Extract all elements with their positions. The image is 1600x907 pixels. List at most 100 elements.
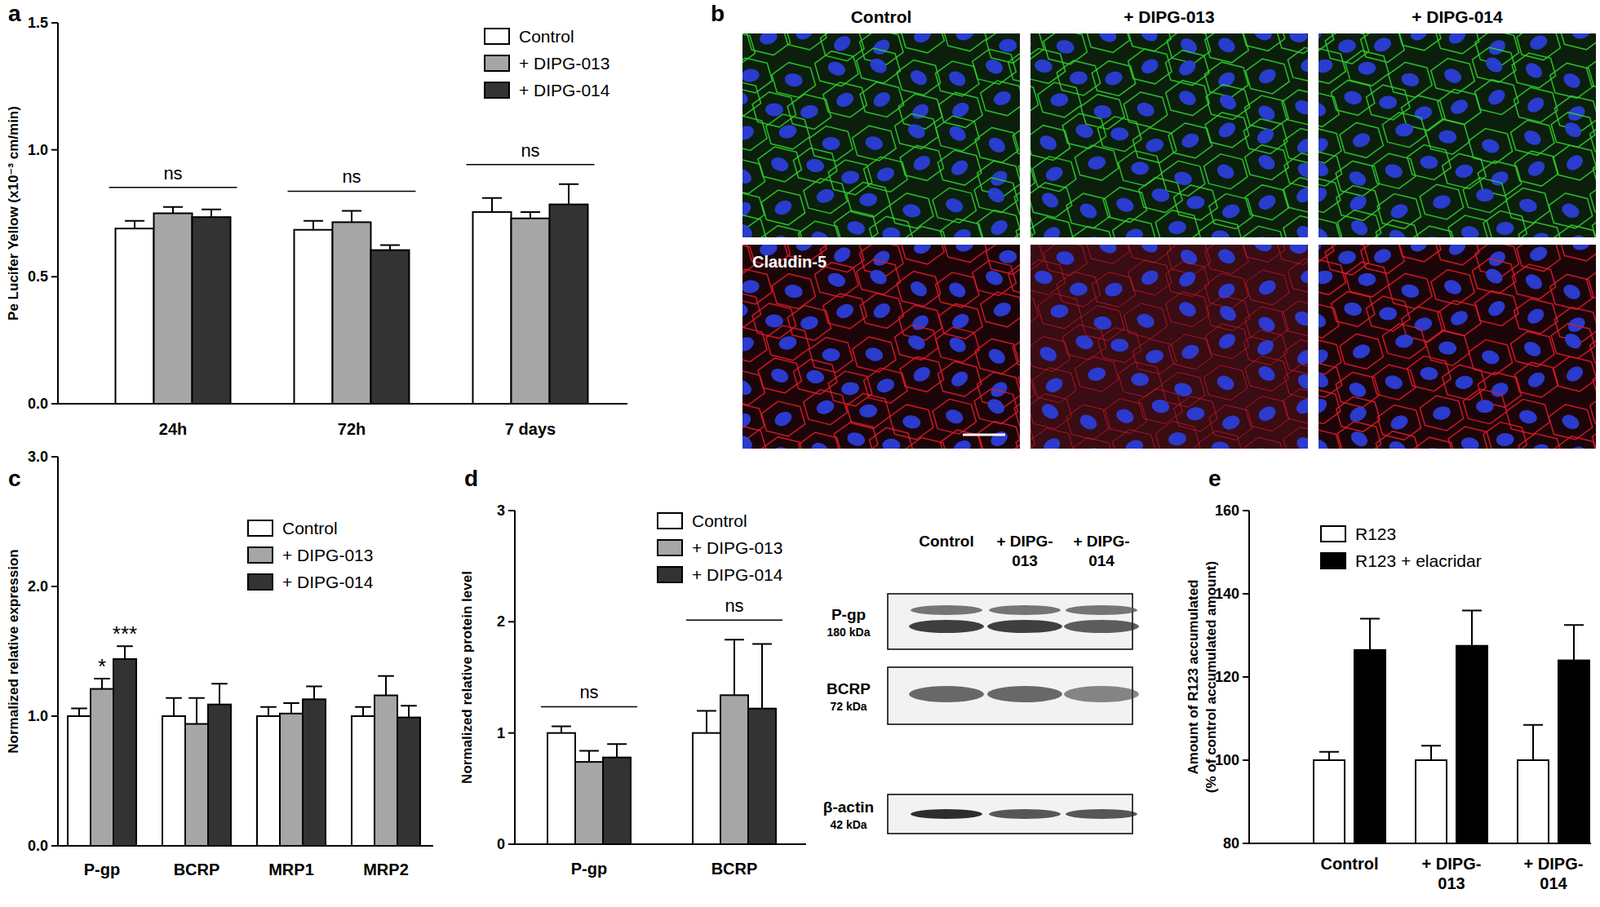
nucleus bbox=[1130, 372, 1149, 386]
cell-outline bbox=[1205, 244, 1250, 275]
cell-outline bbox=[766, 325, 811, 361]
nucleus bbox=[1453, 374, 1475, 391]
nucleus bbox=[911, 244, 934, 258]
nucleus bbox=[1215, 119, 1238, 141]
nucleus bbox=[831, 244, 854, 266]
legend-label: + DIPG-014 bbox=[691, 565, 784, 585]
bar bbox=[1517, 760, 1549, 844]
cell-outline bbox=[1008, 261, 1020, 297]
bar bbox=[473, 212, 512, 404]
y-axis-label-line: Normalized relative expression bbox=[5, 549, 22, 754]
nucleus bbox=[1388, 412, 1411, 433]
cell-outline bbox=[1590, 393, 1596, 429]
nucleus bbox=[1255, 151, 1278, 173]
micrograph bbox=[1318, 33, 1596, 238]
nucleus bbox=[1382, 373, 1405, 392]
cell-outline bbox=[823, 82, 868, 118]
nucleus bbox=[1419, 366, 1439, 382]
cell-outline bbox=[852, 125, 897, 161]
cell-outline bbox=[890, 193, 935, 229]
band bbox=[1063, 620, 1140, 634]
nucleus bbox=[1561, 119, 1584, 141]
cell-outline bbox=[846, 181, 891, 218]
x-tick-label-line: P-gp bbox=[84, 860, 120, 879]
nucleus bbox=[840, 381, 860, 396]
y-axis-label: Pe Lucifer Yellow (x10⁻³ cm/min) bbox=[5, 106, 22, 321]
nucleus bbox=[998, 38, 1018, 53]
cell-outline bbox=[742, 269, 773, 305]
cell-outline bbox=[1592, 424, 1597, 449]
bar bbox=[720, 695, 749, 845]
nucleus bbox=[1524, 369, 1547, 391]
nucleus bbox=[1172, 381, 1193, 399]
nucleus bbox=[943, 407, 966, 426]
bar bbox=[154, 213, 193, 405]
nucleus bbox=[1150, 186, 1171, 204]
error-bar bbox=[1319, 752, 1339, 761]
nucleus bbox=[1524, 305, 1547, 328]
x-tick-label: 7 days bbox=[505, 420, 556, 439]
nucleus bbox=[988, 217, 1011, 238]
legend-swatch bbox=[657, 540, 683, 556]
lane-header-line: Control bbox=[918, 532, 975, 550]
cell-outline bbox=[746, 33, 791, 56]
band bbox=[1065, 605, 1138, 616]
nucleus bbox=[1318, 33, 1322, 42]
cell-outline bbox=[1276, 33, 1308, 54]
bar bbox=[1456, 646, 1488, 844]
cell-outline bbox=[1475, 79, 1520, 116]
nucleus bbox=[1529, 230, 1552, 238]
cell-outline bbox=[1166, 33, 1211, 64]
nucleus bbox=[954, 244, 976, 254]
y-axis bbox=[57, 22, 59, 404]
cell-outline bbox=[742, 327, 767, 363]
cell-outline bbox=[1506, 188, 1551, 224]
size-label: 72 kDa bbox=[829, 700, 867, 714]
cell-outline bbox=[895, 114, 940, 150]
y-tick-label: 0.0 bbox=[27, 395, 49, 413]
nucleus bbox=[1571, 33, 1592, 40]
bar bbox=[1558, 660, 1590, 844]
nucleus bbox=[1483, 54, 1506, 76]
x-tick-label: MRP2 bbox=[363, 860, 409, 879]
nucleus bbox=[1318, 184, 1330, 206]
lane-header: + DIPG-014 bbox=[1072, 532, 1130, 570]
nucleus bbox=[983, 268, 1006, 289]
nucleus bbox=[1176, 299, 1199, 320]
nucleus bbox=[1294, 184, 1308, 206]
nucleus bbox=[867, 266, 890, 288]
nucleus bbox=[1167, 220, 1188, 235]
cell-outline bbox=[899, 145, 945, 181]
nucleus bbox=[1475, 399, 1494, 413]
cell-outline bbox=[1015, 218, 1020, 238]
cell-outline bbox=[1085, 33, 1131, 53]
nucleus bbox=[1521, 338, 1544, 360]
nucleus bbox=[1186, 195, 1206, 210]
nucleus bbox=[1167, 431, 1188, 447]
nucleus bbox=[1342, 89, 1364, 107]
cell-outline bbox=[1318, 48, 1346, 85]
nucleus bbox=[742, 377, 754, 399]
band bbox=[988, 605, 1061, 616]
cell-outline bbox=[1030, 244, 1044, 273]
cell-outline bbox=[1388, 273, 1433, 309]
cell-outline bbox=[1075, 356, 1120, 392]
cell-outline bbox=[1155, 210, 1200, 238]
nucleus bbox=[1560, 412, 1583, 432]
x-tick-label-line: 72h bbox=[337, 420, 366, 439]
error-bar bbox=[163, 207, 183, 214]
cell-outline bbox=[1165, 50, 1210, 86]
cell-outline bbox=[852, 336, 897, 373]
x-axis bbox=[57, 845, 434, 847]
nucleus bbox=[859, 192, 878, 208]
cell-outline bbox=[1174, 396, 1219, 432]
x-tick-label-line: MRP1 bbox=[268, 860, 315, 879]
nucleus bbox=[1252, 234, 1274, 238]
cell-outline bbox=[1030, 260, 1066, 296]
nucleus bbox=[1019, 270, 1021, 288]
nucleus bbox=[1346, 168, 1369, 189]
nucleus bbox=[1350, 341, 1372, 361]
error-bar bbox=[377, 676, 395, 696]
cell-outline bbox=[1375, 431, 1420, 449]
nucleus bbox=[742, 221, 755, 238]
